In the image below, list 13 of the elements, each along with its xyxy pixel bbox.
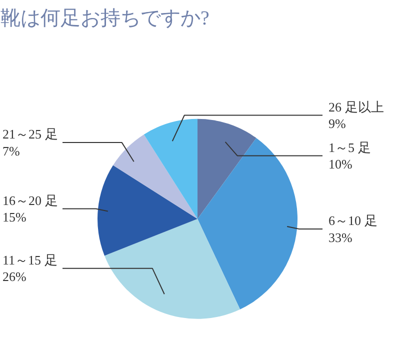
data-label: 7% [2,143,20,158]
slice-label: 11～15 足 [2,252,58,268]
slice-label: 26 足以上 [328,99,384,114]
slice-label: 16～20 足 [2,192,58,208]
data-label: 15% [2,210,26,225]
chart-title: 靴は何足お持ちですか? [0,8,210,30]
data-label: 26% [2,269,26,284]
slice-label: 21～25 足 [2,126,58,142]
data-label: 10% [328,156,352,172]
slice-label: 1～5 足 [328,140,371,155]
data-label: 33% [328,230,352,245]
slice-label: 6～10 足 [328,213,378,228]
data-label: 9% [328,116,346,132]
